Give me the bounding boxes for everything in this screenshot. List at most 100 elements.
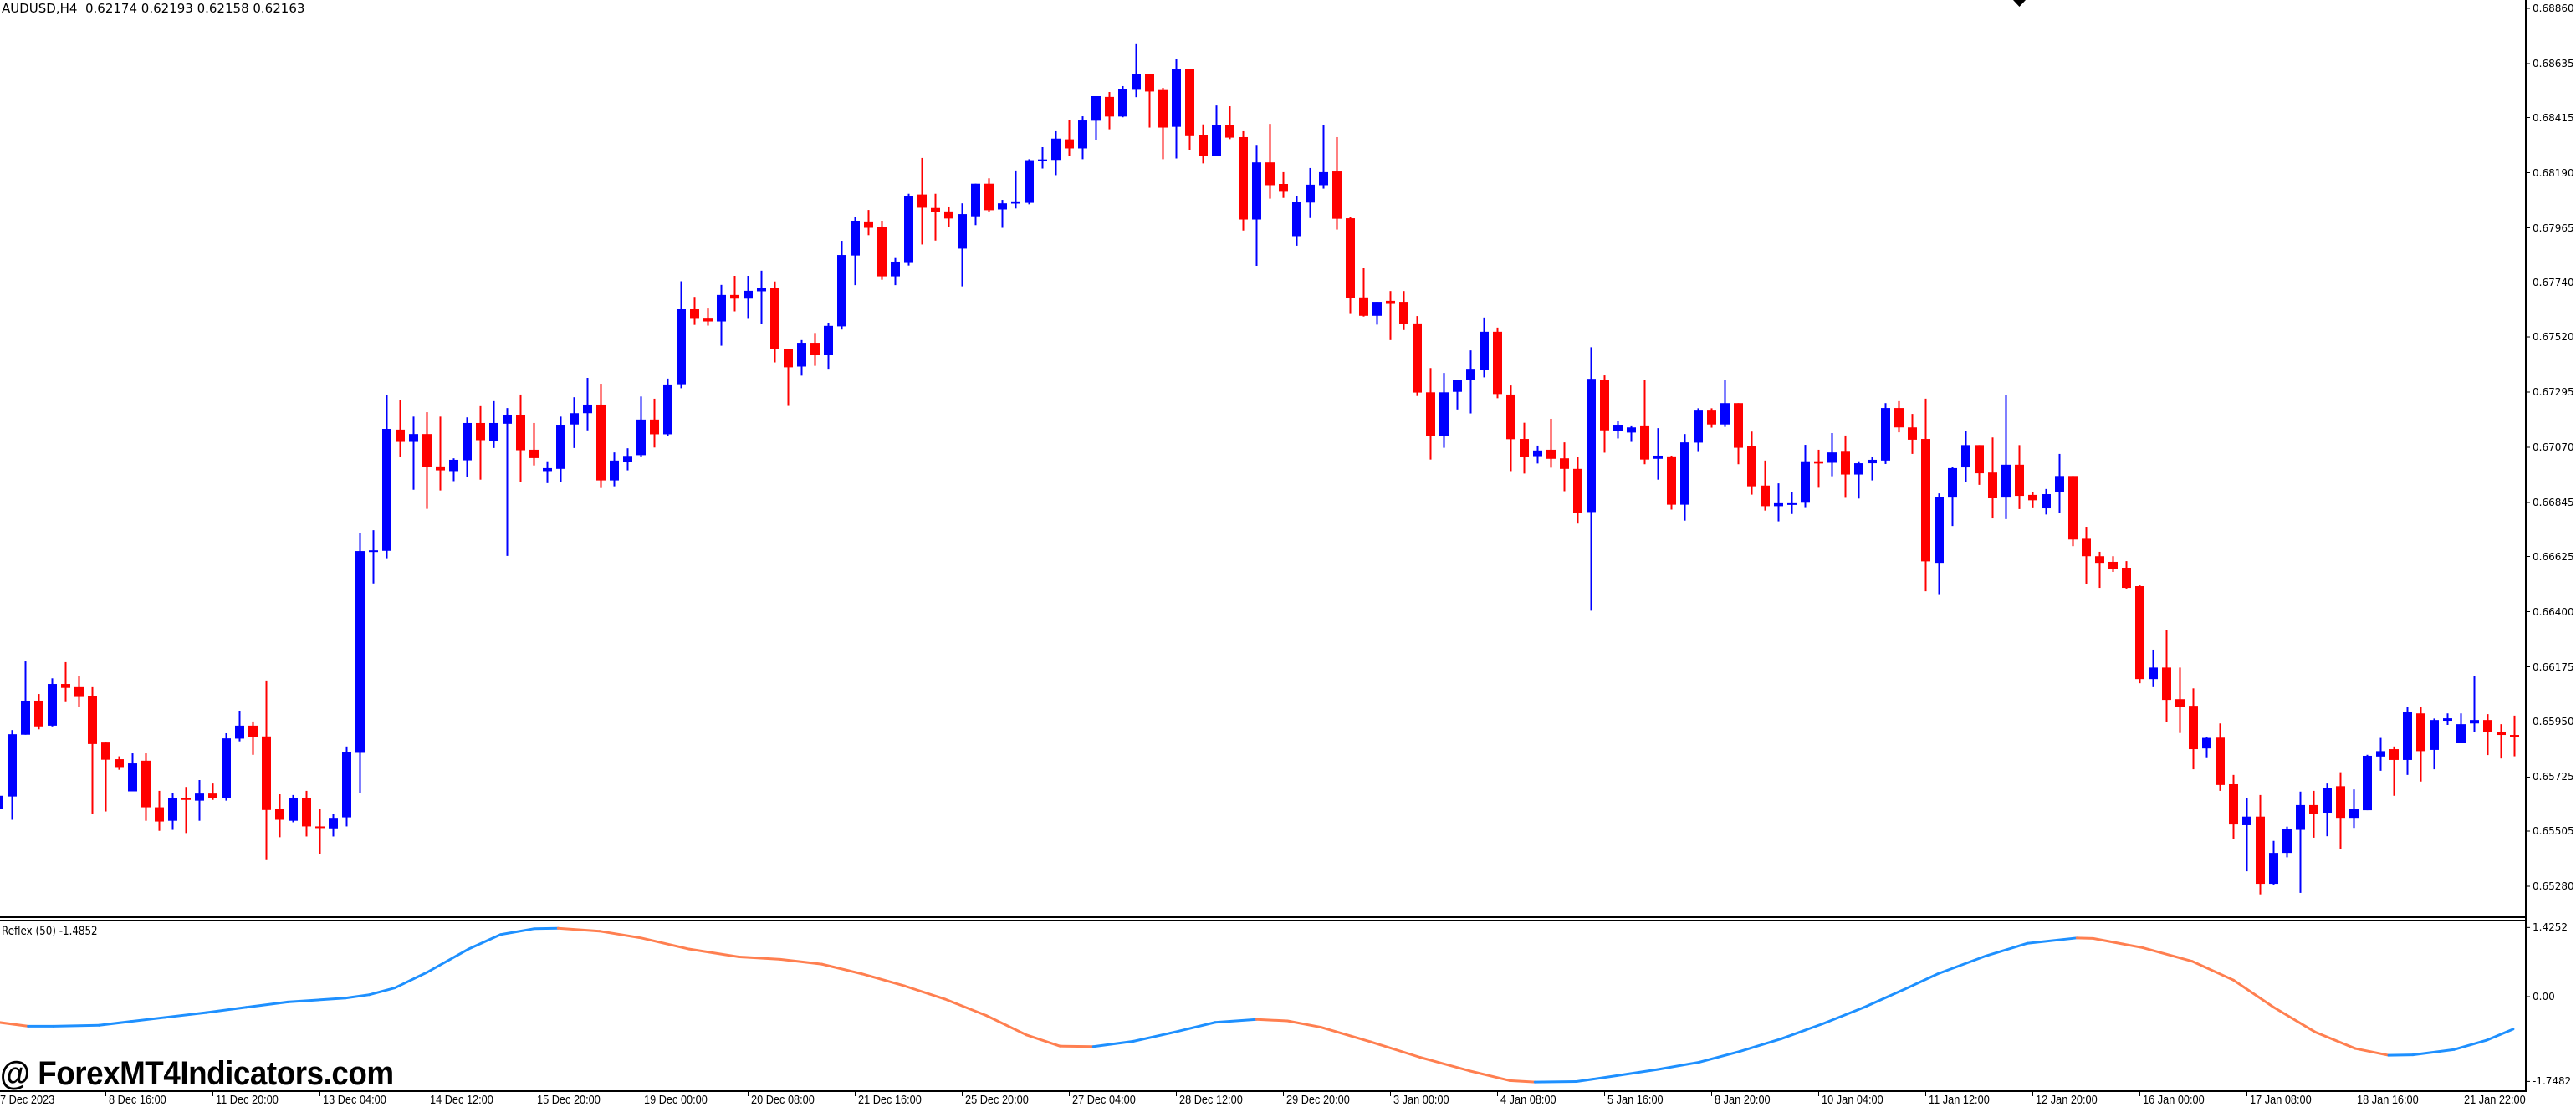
- candle[interactable]: [543, 461, 552, 483]
- candle[interactable]: [369, 530, 378, 584]
- candle[interactable]: [2296, 791, 2305, 893]
- candle[interactable]: [2162, 630, 2171, 722]
- candle[interactable]: [797, 339, 806, 376]
- candle[interactable]: [141, 753, 151, 821]
- candle[interactable]: [315, 809, 325, 854]
- candle[interactable]: [1975, 445, 1984, 485]
- candle[interactable]: [770, 281, 779, 363]
- candle[interactable]: [1346, 217, 1355, 314]
- candle[interactable]: [476, 405, 485, 480]
- candle[interactable]: [2389, 746, 2399, 796]
- candle[interactable]: [2149, 649, 2158, 687]
- candle[interactable]: [1894, 400, 1904, 433]
- candle[interactable]: [677, 281, 686, 389]
- candle[interactable]: [2403, 707, 2412, 775]
- candle[interactable]: [2216, 723, 2225, 791]
- candle[interactable]: [1480, 317, 1489, 378]
- candle[interactable]: [2135, 585, 2144, 684]
- candle[interactable]: [931, 193, 940, 241]
- candle[interactable]: [1265, 124, 1275, 199]
- candle[interactable]: [1078, 116, 1087, 160]
- candle[interactable]: [1908, 414, 1917, 454]
- candle[interactable]: [2510, 715, 2519, 757]
- candle[interactable]: [1386, 291, 1395, 340]
- candle[interactable]: [1506, 385, 1515, 472]
- candle[interactable]: [623, 448, 632, 471]
- candle[interactable]: [382, 394, 391, 559]
- candle[interactable]: [1466, 350, 1475, 414]
- candle[interactable]: [1573, 457, 1582, 524]
- candle[interactable]: [1921, 398, 1930, 592]
- candle[interactable]: [891, 257, 900, 286]
- candle[interactable]: [2309, 790, 2318, 838]
- candle[interactable]: [88, 686, 97, 814]
- candle[interactable]: [690, 297, 699, 325]
- candle[interactable]: [289, 794, 298, 823]
- candle[interactable]: [1747, 431, 1756, 495]
- candle[interactable]: [1065, 120, 1074, 156]
- candle[interactable]: [436, 416, 445, 491]
- candle[interactable]: [1145, 74, 1154, 128]
- candle[interactable]: [422, 412, 432, 509]
- candle[interactable]: [877, 220, 887, 280]
- candle[interactable]: [958, 203, 967, 287]
- candle[interactable]: [2229, 774, 2238, 839]
- candle[interactable]: [1105, 92, 1114, 130]
- candle[interactable]: [2376, 737, 2385, 771]
- candle[interactable]: [1212, 105, 1221, 156]
- candle[interactable]: [0, 793, 3, 810]
- candle[interactable]: [208, 783, 217, 800]
- candle[interactable]: [1935, 493, 1944, 595]
- candle[interactable]: [1252, 145, 1261, 266]
- candle[interactable]: [529, 422, 539, 466]
- candle[interactable]: [1881, 403, 1890, 464]
- candle[interactable]: [984, 178, 994, 212]
- candle[interactable]: [355, 533, 365, 793]
- candle[interactable]: [851, 217, 860, 286]
- candle[interactable]: [2363, 754, 2372, 811]
- candle[interactable]: [757, 270, 766, 324]
- candle[interactable]: [2028, 492, 2037, 508]
- candle[interactable]: [1988, 437, 1997, 519]
- candle[interactable]: [1761, 460, 1770, 511]
- candle[interactable]: [2430, 718, 2439, 770]
- candle[interactable]: [2483, 714, 2492, 756]
- candle[interactable]: [2055, 453, 2064, 513]
- candle[interactable]: [2175, 667, 2185, 733]
- candle[interactable]: [1841, 435, 1850, 498]
- candle[interactable]: [1600, 375, 1609, 453]
- candle[interactable]: [1413, 316, 1422, 396]
- candle[interactable]: [449, 458, 458, 482]
- candle[interactable]: [636, 396, 646, 457]
- candle[interactable]: [971, 183, 980, 226]
- candle[interactable]: [1720, 380, 1730, 427]
- candle[interactable]: [1546, 418, 1556, 468]
- candle[interactable]: [2349, 789, 2359, 829]
- candle[interactable]: [2082, 527, 2091, 584]
- candle[interactable]: [904, 193, 913, 266]
- candle[interactable]: [2497, 724, 2506, 759]
- candle[interactable]: [329, 814, 338, 837]
- candle[interactable]: [2416, 707, 2425, 782]
- candle[interactable]: [1279, 171, 1288, 198]
- candle[interactable]: [583, 377, 592, 431]
- candle[interactable]: [1774, 483, 1783, 522]
- candle[interactable]: [998, 200, 1007, 228]
- candle[interactable]: [463, 417, 472, 477]
- candle[interactable]: [516, 394, 525, 482]
- candle[interactable]: [744, 275, 753, 319]
- candle[interactable]: [61, 661, 70, 702]
- candle[interactable]: [2095, 551, 2104, 589]
- candle[interactable]: [1372, 302, 1382, 325]
- candle[interactable]: [1694, 408, 1703, 452]
- candle[interactable]: [1814, 449, 1823, 488]
- candle[interactable]: [409, 416, 418, 490]
- candle[interactable]: [396, 400, 405, 457]
- candle[interactable]: [703, 308, 713, 326]
- candle[interactable]: [1787, 492, 1797, 514]
- candle[interactable]: [810, 333, 820, 366]
- candle[interactable]: [570, 397, 579, 448]
- candle[interactable]: [222, 732, 231, 801]
- candle[interactable]: [610, 452, 619, 487]
